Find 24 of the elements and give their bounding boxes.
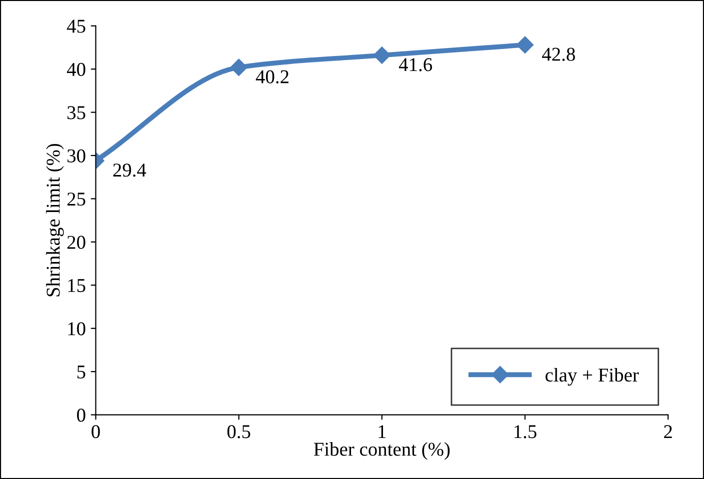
x-axis-title: Fiber content (%) — [314, 442, 450, 460]
y-tick-label: 15 — [68, 279, 86, 292]
y-axis-title: Shrinkage limit (%) — [46, 144, 64, 296]
data-label: 41.6 — [398, 58, 432, 72]
point — [516, 36, 534, 54]
y-tick-label: 45 — [66, 20, 86, 33]
y-tick-label: 20 — [67, 236, 86, 249]
x-tick-label: 0.5 — [227, 425, 250, 438]
x-tick-label: 0 — [92, 425, 100, 438]
point — [373, 46, 390, 64]
y-tick-label: 10 — [68, 322, 86, 336]
legend-label: clay + Fiber — [546, 368, 639, 386]
y-tick-label: 25 — [67, 192, 86, 206]
y-tick-label: 40 — [66, 62, 86, 76]
y-tick-label: 35 — [68, 106, 86, 120]
y-tick-label: 30 — [68, 149, 86, 162]
data-label: 42.8 — [542, 48, 575, 61]
x-tick-label: 2 — [664, 425, 672, 438]
y-tick-label: 0 — [77, 408, 86, 422]
data-label: 40.2 — [256, 70, 288, 84]
data-label: 29.4 — [113, 164, 146, 177]
x-tick-label: 1.5 — [514, 425, 536, 438]
y-tick-label: 5 — [77, 366, 86, 379]
x-tick-label: 1 — [378, 425, 386, 438]
